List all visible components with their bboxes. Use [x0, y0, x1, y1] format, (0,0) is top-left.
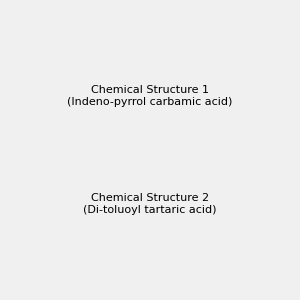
Text: Chemical Structure 2
(Di-toluoyl tartaric acid): Chemical Structure 2 (Di-toluoyl tartari…	[83, 193, 217, 215]
Text: Chemical Structure 1
(Indeno-pyrrol carbamic acid): Chemical Structure 1 (Indeno-pyrrol carb…	[67, 85, 233, 107]
